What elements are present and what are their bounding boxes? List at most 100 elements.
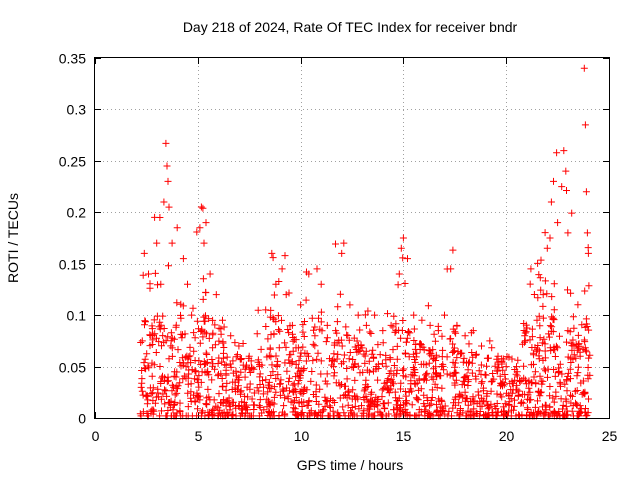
data-point xyxy=(338,249,346,257)
y-tick-label: 0.3 xyxy=(67,102,87,118)
data-point xyxy=(313,265,321,273)
data-point xyxy=(410,311,418,319)
data-point xyxy=(397,244,405,252)
data-point xyxy=(165,203,173,211)
data-point xyxy=(581,121,589,129)
data-point xyxy=(317,280,325,288)
data-point xyxy=(395,270,403,278)
data-point xyxy=(404,255,411,263)
data-point xyxy=(179,255,187,263)
data-point xyxy=(554,219,562,227)
x-tick-label: 0 xyxy=(92,428,100,444)
data-point xyxy=(547,198,555,206)
data-point xyxy=(206,270,214,278)
data-point xyxy=(447,265,455,273)
data-point xyxy=(288,321,296,329)
data-point xyxy=(418,316,426,324)
data-point xyxy=(297,301,305,309)
data-point xyxy=(196,224,204,232)
data-points-dense xyxy=(136,149,594,420)
data-point xyxy=(140,249,148,257)
data-point xyxy=(550,177,557,185)
data-point xyxy=(469,327,477,335)
y-tick-label: 0.15 xyxy=(59,257,86,273)
data-point xyxy=(570,342,578,350)
x-tick-label: 10 xyxy=(294,428,310,444)
data-point xyxy=(202,219,210,227)
x-tick-label: 25 xyxy=(602,428,618,444)
data-point xyxy=(486,337,494,345)
data-point xyxy=(434,327,442,335)
data-point xyxy=(533,316,541,324)
data-point xyxy=(282,291,290,299)
x-tick-label: 15 xyxy=(396,428,412,444)
data-point xyxy=(558,183,566,191)
data-point xyxy=(379,327,387,335)
data-point xyxy=(576,352,584,360)
data-point xyxy=(399,234,407,242)
data-point xyxy=(227,332,235,340)
data-point xyxy=(212,291,220,299)
y-tick-label: 0.05 xyxy=(59,360,86,376)
data-point xyxy=(272,280,280,288)
data-point xyxy=(426,321,434,329)
data-point xyxy=(513,363,520,371)
data-point xyxy=(580,64,588,72)
data-point xyxy=(478,342,485,350)
data-point xyxy=(168,239,176,247)
data-point xyxy=(145,270,152,278)
data-point xyxy=(582,188,590,196)
y-tick-label: 0.25 xyxy=(59,154,86,170)
data-point xyxy=(256,363,263,371)
x-tick-label: 20 xyxy=(499,428,515,444)
data-point xyxy=(494,352,502,360)
plot-frame xyxy=(94,57,610,419)
data-point xyxy=(564,229,572,237)
data-point xyxy=(163,162,171,170)
dense-point-cloud xyxy=(136,149,594,420)
data-point xyxy=(340,239,348,247)
x-axis-label: GPS time / hours xyxy=(297,457,404,473)
data-point xyxy=(219,316,226,324)
data-point xyxy=(153,239,161,247)
data-point xyxy=(560,147,568,155)
data-point xyxy=(184,280,191,288)
data-point xyxy=(305,270,313,278)
data-point xyxy=(387,321,395,329)
data-point xyxy=(562,167,570,175)
data-point xyxy=(245,352,253,360)
data-point xyxy=(323,321,331,329)
axis-ticks: 0 0.05 0.1 0.15 0.2 0.25 0.3 0.35 0 5 10 15 20 25 xyxy=(59,51,618,445)
data-point xyxy=(584,249,592,257)
data-point xyxy=(200,239,208,247)
data-point xyxy=(138,337,146,345)
x-tick-label: 5 xyxy=(195,428,203,444)
data-point xyxy=(151,213,159,221)
data-point xyxy=(268,249,276,257)
data-point xyxy=(441,311,448,319)
y-axis-label: ROTI / TECUs xyxy=(5,193,21,283)
data-point xyxy=(453,321,461,329)
data-point xyxy=(278,265,286,273)
data-point xyxy=(354,311,362,319)
data-point xyxy=(164,177,172,185)
data-point xyxy=(162,139,170,147)
grid-lines xyxy=(95,58,609,418)
data-point xyxy=(371,311,379,319)
data-point xyxy=(461,332,469,340)
data-point xyxy=(543,244,551,252)
data-point xyxy=(188,311,196,319)
y-tick-label: 0.35 xyxy=(59,51,86,67)
data-point xyxy=(235,342,243,350)
data-point xyxy=(539,291,547,299)
y-tick-label: 0.1 xyxy=(67,308,87,324)
data-point xyxy=(160,198,168,206)
data-point xyxy=(521,332,529,340)
data-point xyxy=(527,265,535,273)
chart-title: Day 218 of 2024, Rate Of TEC Index for r… xyxy=(183,19,518,35)
data-point xyxy=(346,301,354,309)
y-tick-label: 0 xyxy=(78,411,86,427)
data-point xyxy=(157,280,165,288)
data-point xyxy=(502,363,510,371)
